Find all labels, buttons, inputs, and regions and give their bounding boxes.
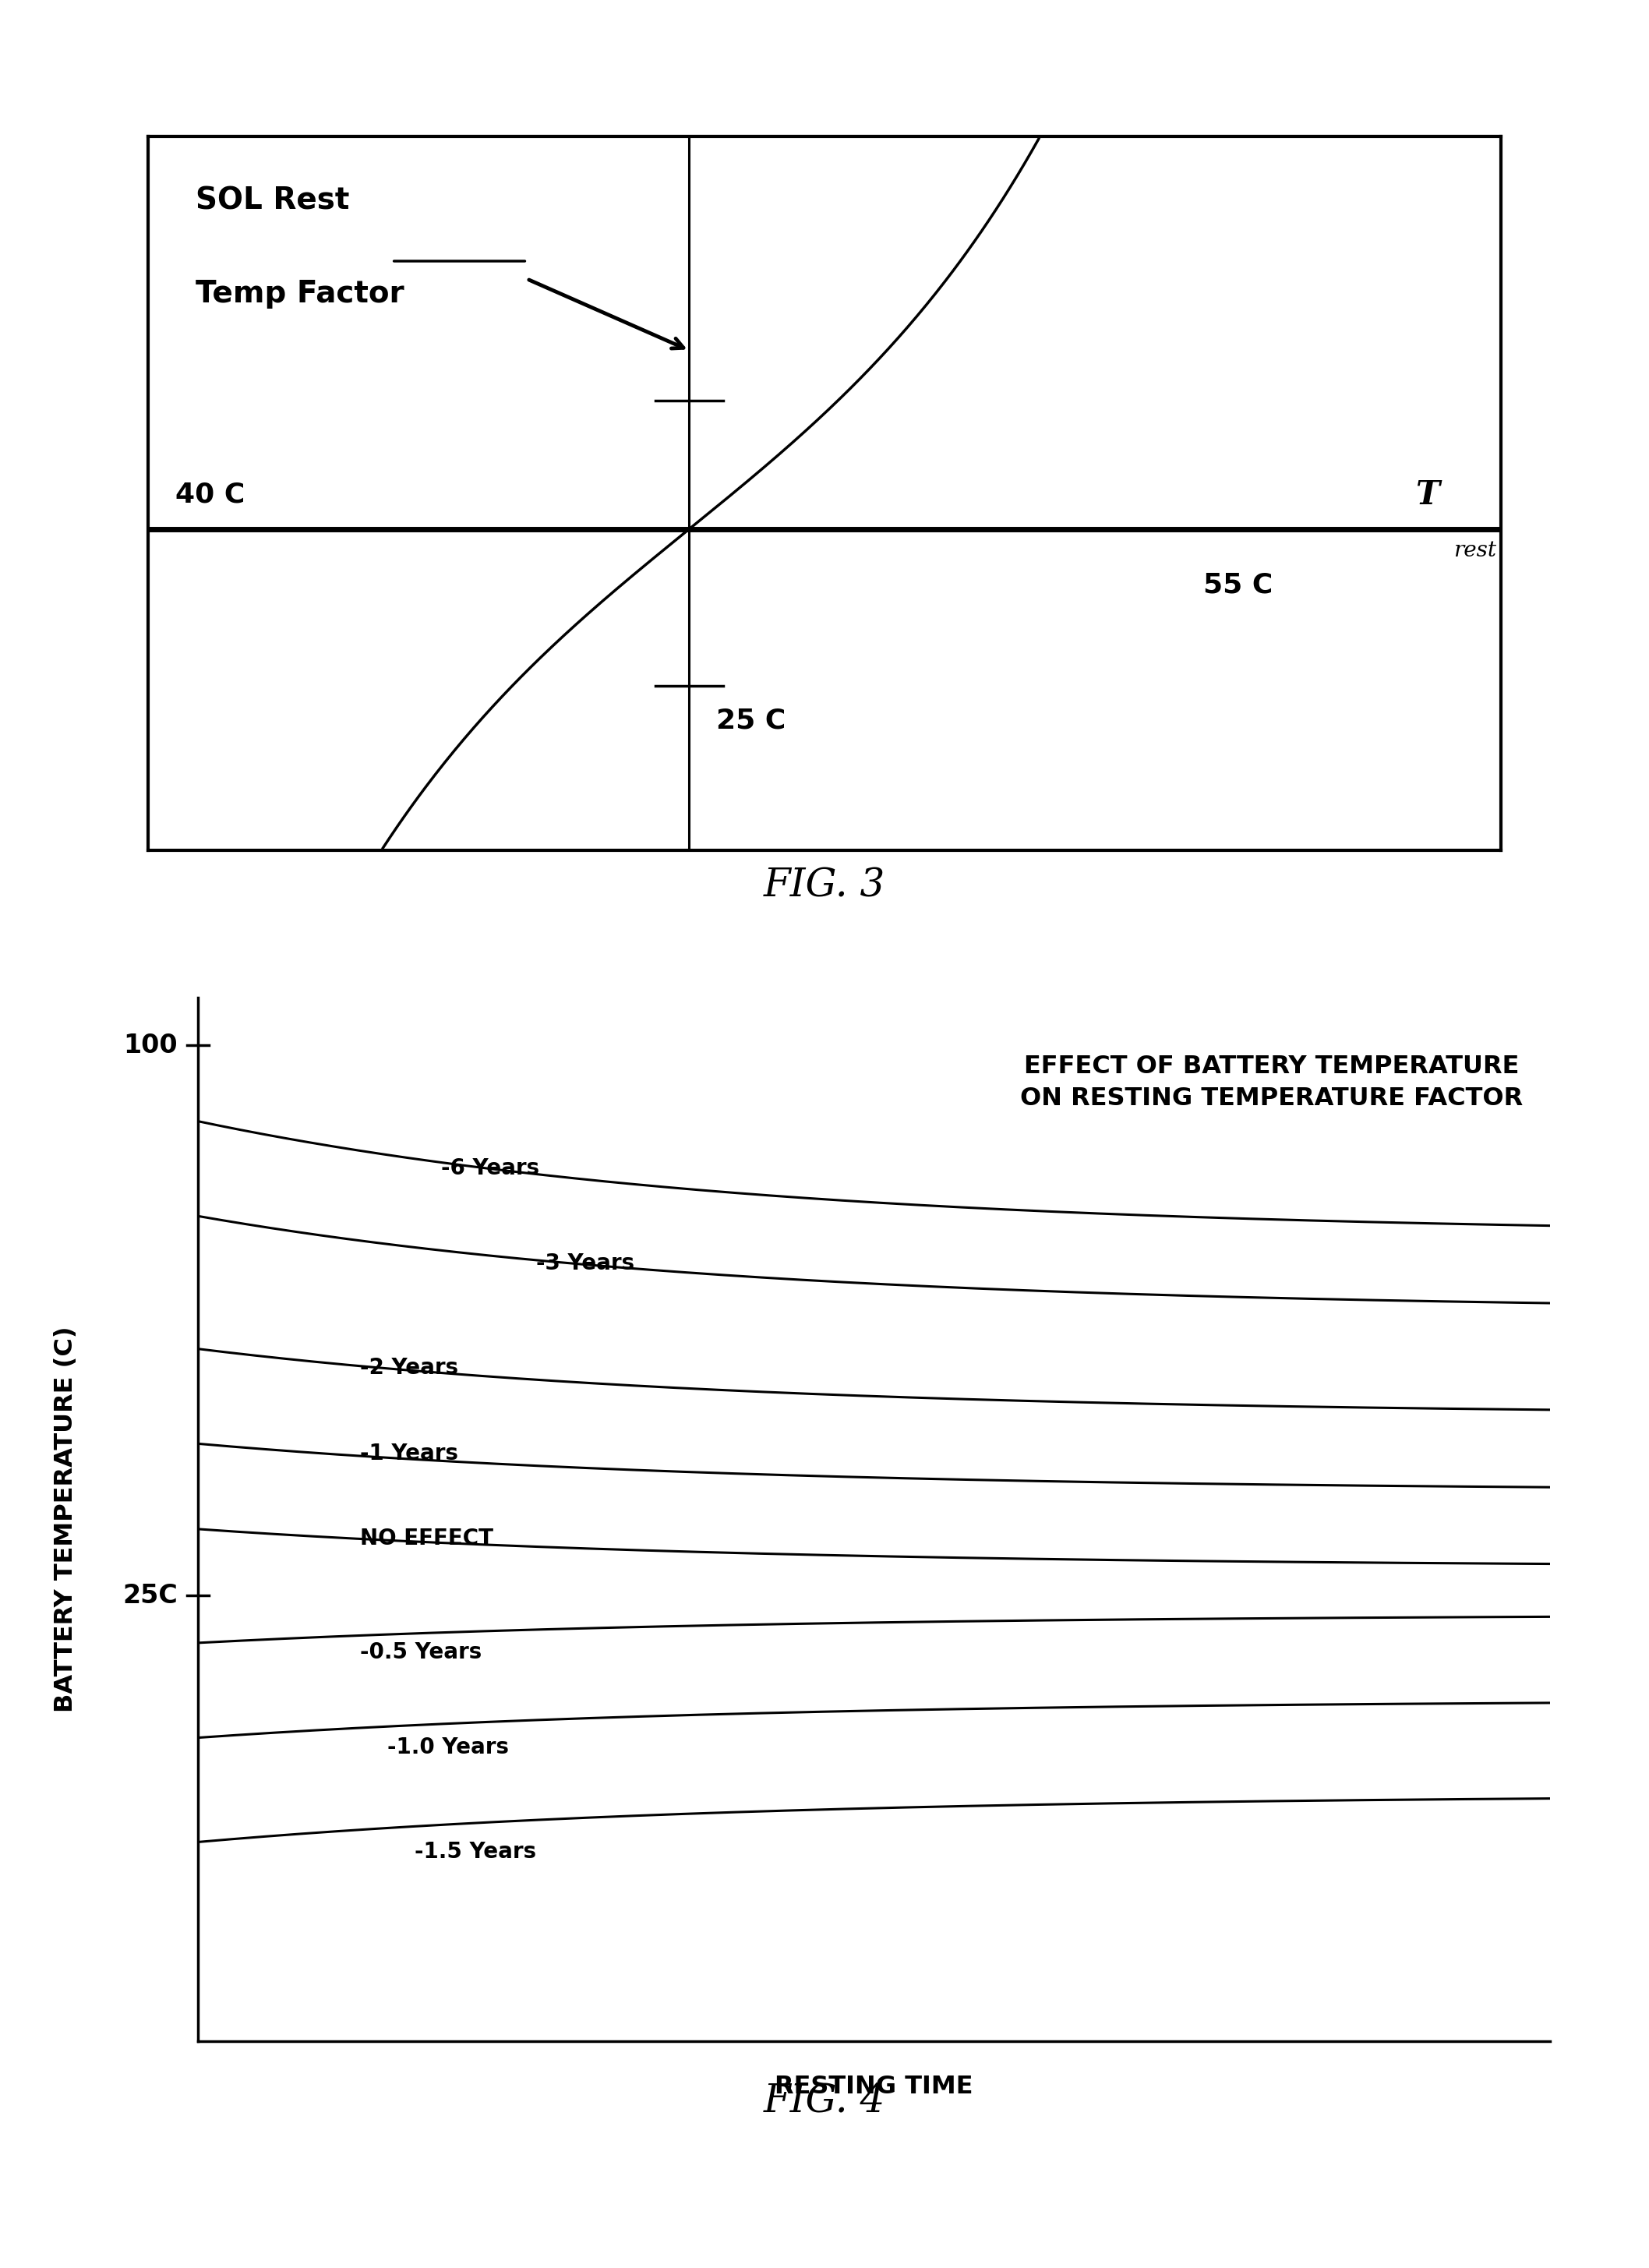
Text: -1 Years: -1 Years (359, 1442, 458, 1465)
Text: Temp Factor: Temp Factor (196, 279, 404, 308)
Text: 40 C: 40 C (175, 481, 246, 508)
Text: -3 Years: -3 Years (536, 1252, 635, 1275)
Text: RESTING TIME: RESTING TIME (775, 2075, 973, 2098)
Text: 100: 100 (124, 1032, 178, 1059)
Text: BATTERY TEMPERATURE (C): BATTERY TEMPERATURE (C) (54, 1327, 78, 1712)
Text: 25 C: 25 C (716, 708, 787, 735)
Text: -2 Years: -2 Years (359, 1356, 458, 1379)
Text: T: T (1415, 479, 1440, 510)
Text: -6 Years: -6 Years (442, 1157, 539, 1179)
Text: EFFECT OF BATTERY TEMPERATURE
ON RESTING TEMPERATURE FACTOR: EFFECT OF BATTERY TEMPERATURE ON RESTING… (1021, 1055, 1524, 1111)
Text: rest: rest (1453, 540, 1496, 560)
Text: -0.5 Years: -0.5 Years (359, 1642, 482, 1662)
Text: NO EFFECT: NO EFFECT (359, 1529, 493, 1549)
Text: SOL Rest: SOL Rest (196, 186, 350, 215)
Text: FIG. 3: FIG. 3 (763, 866, 886, 905)
Text: -1.5 Years: -1.5 Years (414, 1842, 536, 1862)
Text: 25C: 25C (122, 1583, 178, 1608)
Text: 55 C: 55 C (1204, 572, 1273, 599)
Text: FIG. 4: FIG. 4 (763, 2082, 886, 2121)
Text: -1.0 Years: -1.0 Years (388, 1737, 510, 1758)
